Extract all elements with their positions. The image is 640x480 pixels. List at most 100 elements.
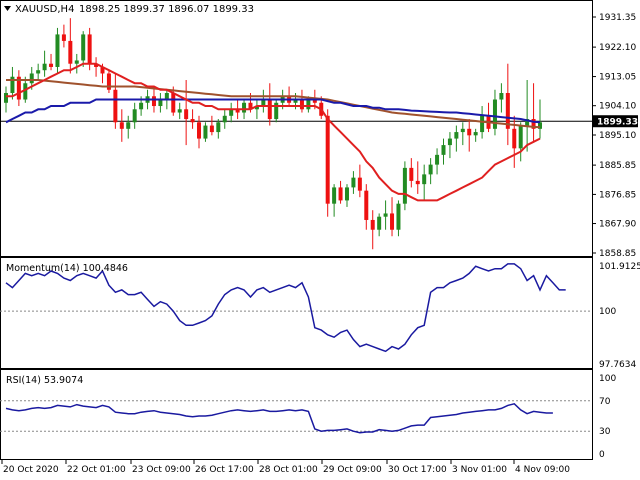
candle[interactable] <box>171 93 176 113</box>
candle[interactable] <box>151 96 156 107</box>
candle[interactable] <box>338 187 343 201</box>
candle[interactable] <box>55 34 60 67</box>
candle[interactable] <box>235 109 240 113</box>
price-tick-label: 1922.10 <box>599 43 636 53</box>
candle[interactable] <box>132 109 137 123</box>
candle[interactable] <box>409 167 414 181</box>
momentum-line <box>5 263 566 353</box>
candle[interactable] <box>261 99 266 107</box>
candle[interactable] <box>126 122 131 129</box>
candle[interactable] <box>216 122 221 133</box>
candle[interactable] <box>81 34 86 61</box>
candle[interactable] <box>312 99 317 103</box>
candle[interactable] <box>396 203 401 230</box>
candle[interactable] <box>23 83 28 100</box>
candle[interactable] <box>460 128 465 133</box>
price-pane[interactable] <box>0 18 592 250</box>
time-tick-label: 28 Oct 01:00 <box>259 465 318 475</box>
candle[interactable] <box>357 177 362 191</box>
candle[interactable] <box>74 60 79 64</box>
candle[interactable] <box>184 109 189 120</box>
candle[interactable] <box>531 119 536 129</box>
price-tick-label: 1904.10 <box>599 102 636 112</box>
candle[interactable] <box>87 34 92 64</box>
candle[interactable] <box>538 122 542 129</box>
candle[interactable] <box>390 213 395 230</box>
candle[interactable] <box>525 119 530 126</box>
candle[interactable] <box>344 187 349 201</box>
candle[interactable] <box>36 70 41 74</box>
price-tick-label: 1885.85 <box>599 161 636 171</box>
candle[interactable] <box>473 132 478 136</box>
candle[interactable] <box>29 73 34 84</box>
candle[interactable] <box>222 115 227 123</box>
candle[interactable] <box>428 164 433 175</box>
time-tick-label: 22 Oct 01:00 <box>67 465 126 475</box>
candle[interactable] <box>248 102 253 110</box>
candle[interactable] <box>4 93 8 103</box>
candle[interactable] <box>61 34 66 41</box>
candle[interactable] <box>119 122 124 129</box>
candle[interactable] <box>42 63 47 71</box>
candle[interactable] <box>100 66 105 74</box>
triangle-down-icon[interactable] <box>4 6 11 11</box>
candle[interactable] <box>106 73 111 90</box>
candle[interactable] <box>332 187 337 204</box>
candle[interactable] <box>402 167 407 204</box>
candle[interactable] <box>229 109 234 116</box>
candle[interactable] <box>512 128 517 149</box>
candle[interactable] <box>415 180 420 185</box>
candle[interactable] <box>306 99 311 110</box>
candle[interactable] <box>364 190 369 220</box>
candle[interactable] <box>197 122 202 139</box>
rsi-pane[interactable] <box>0 400 592 434</box>
ma-mid-line <box>5 98 541 124</box>
candle[interactable] <box>422 174 427 185</box>
candle[interactable] <box>68 40 73 64</box>
candle[interactable] <box>139 102 144 110</box>
candle[interactable] <box>518 125 523 149</box>
rsi-tick-label: 30 <box>599 427 611 437</box>
candle[interactable] <box>16 76 21 100</box>
candle[interactable] <box>299 99 304 110</box>
time-tick-label: 30 Oct 17:00 <box>388 465 447 475</box>
candle[interactable] <box>435 154 440 165</box>
candle[interactable] <box>293 99 298 103</box>
candle[interactable] <box>492 99 497 129</box>
candle[interactable] <box>377 216 382 230</box>
candle[interactable] <box>49 63 54 67</box>
candle[interactable] <box>499 93 504 100</box>
candle[interactable] <box>10 76 15 94</box>
ma-slow-line <box>6 79 541 129</box>
time-tick-label: 29 Oct 09:00 <box>323 465 382 475</box>
momentum-tick-label: 97.7634 <box>599 360 636 370</box>
candle[interactable] <box>209 125 214 133</box>
candle[interactable] <box>447 138 452 146</box>
candle[interactable] <box>190 119 195 123</box>
candle[interactable] <box>242 102 247 113</box>
candle[interactable] <box>267 99 272 120</box>
candle[interactable] <box>177 109 182 113</box>
candle[interactable] <box>480 115 485 133</box>
candle[interactable] <box>441 145 446 155</box>
momentum-pane[interactable] <box>0 263 592 353</box>
candle[interactable] <box>274 102 279 120</box>
candle[interactable] <box>370 219 375 230</box>
candle[interactable] <box>325 115 330 204</box>
candle[interactable] <box>203 125 208 139</box>
candle[interactable] <box>94 63 99 67</box>
candle[interactable] <box>467 128 472 136</box>
price-tick-label: 1867.90 <box>599 220 636 230</box>
candle[interactable] <box>351 177 356 188</box>
candle[interactable] <box>254 106 259 110</box>
momentum-tick-label: 100 <box>599 307 616 317</box>
candle[interactable] <box>113 89 118 123</box>
candle[interactable] <box>505 93 510 129</box>
candle[interactable] <box>454 132 459 139</box>
ma-fast-line <box>6 62 541 202</box>
candle[interactable] <box>164 93 169 100</box>
time-tick-label: 26 Oct 17:00 <box>195 465 254 475</box>
candle[interactable] <box>158 99 163 107</box>
candle[interactable] <box>383 213 388 217</box>
